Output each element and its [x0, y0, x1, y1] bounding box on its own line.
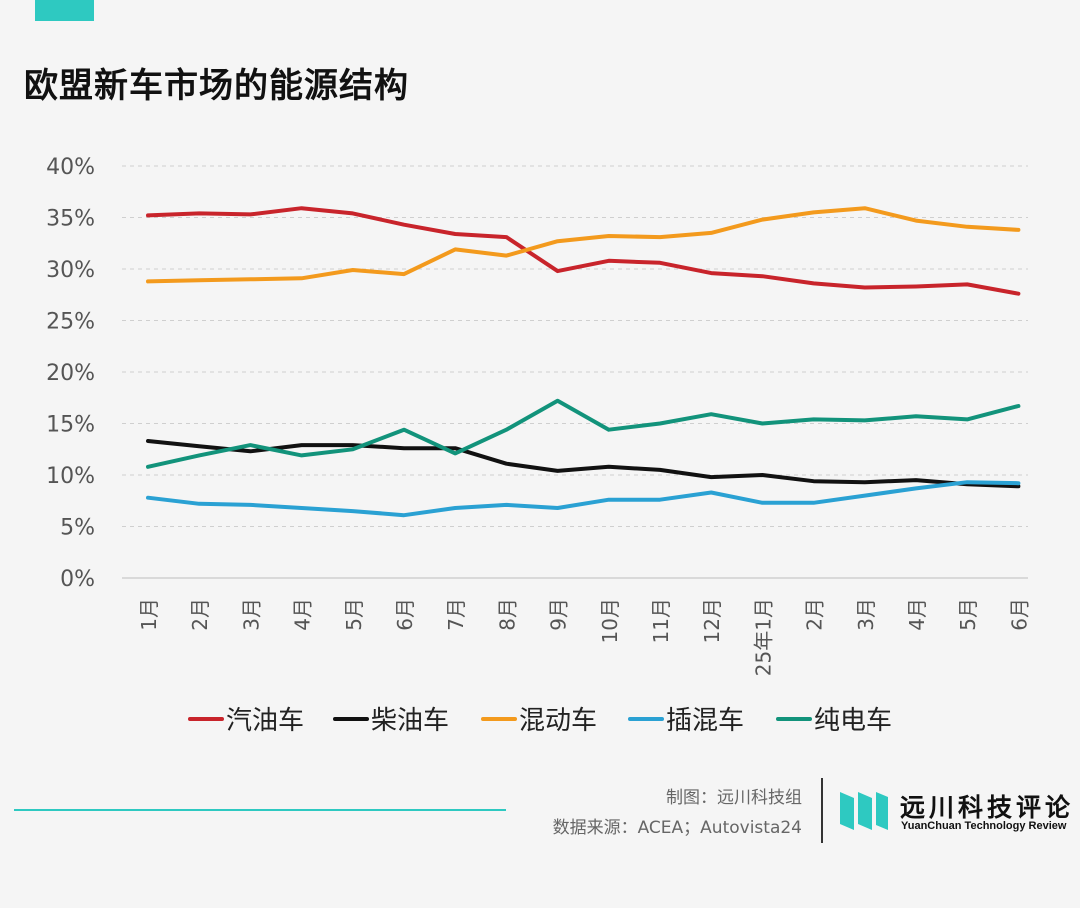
legend-label: 混动车 [519, 706, 597, 736]
series-line [146, 206, 1021, 284]
x-tick-label: 4月 [905, 598, 929, 631]
x-tick-label: 5月 [342, 598, 366, 631]
brand-logo-icon [840, 792, 888, 830]
legend-label: 插混车 [666, 706, 744, 736]
series-line [146, 480, 1021, 518]
x-tick-label: 25年1月 [751, 598, 775, 676]
x-tick-label: 3月 [854, 598, 878, 631]
x-tick-label: 4月 [291, 598, 315, 631]
y-tick-label: 0% [60, 567, 95, 592]
credit-source: 数据来源：ACEA；Autovista24 [552, 818, 802, 838]
x-tick-label: 2月 [188, 598, 212, 631]
x-tick-label: 1月 [137, 598, 161, 631]
legend-label: 汽油车 [226, 706, 304, 736]
x-tick-label: 11月 [649, 598, 673, 643]
y-tick-label: 15% [46, 413, 95, 438]
footer-divider [14, 809, 506, 811]
y-tick-label: 10% [46, 464, 95, 489]
legend-label: 纯电车 [814, 706, 892, 736]
y-tick-label: 40% [46, 155, 95, 180]
accent-bar [35, 0, 94, 21]
x-tick-label: 8月 [495, 598, 519, 631]
series-line [146, 439, 1021, 489]
y-tick-label: 20% [46, 361, 95, 386]
x-tick-label: 5月 [956, 598, 980, 631]
series-line [146, 398, 1021, 469]
series-line [146, 206, 1021, 296]
x-tick-label: 6月 [1007, 598, 1031, 631]
x-tick-label: 12月 [700, 598, 724, 643]
x-tick-label: 6月 [393, 598, 417, 631]
credit-maker: 制图：远川科技组 [666, 788, 802, 808]
y-tick-label: 30% [46, 258, 95, 283]
y-tick-label: 25% [46, 310, 95, 335]
brand-name-cn: 远川科技评论 [900, 793, 1075, 822]
x-tick-label: 2月 [803, 598, 827, 631]
footer-vertical-divider [821, 778, 823, 843]
legend-label: 柴油车 [371, 706, 449, 736]
x-tick-label: 7月 [444, 598, 468, 631]
x-tick-label: 3月 [239, 598, 263, 631]
y-tick-label: 35% [46, 207, 95, 232]
x-tick-label: 10月 [598, 598, 622, 643]
brand-name-en: YuanChuan Technology Review [901, 820, 1067, 832]
x-tick-label: 9月 [547, 598, 571, 631]
y-tick-label: 5% [60, 516, 95, 541]
chart-title: 欧盟新车市场的能源结构 [24, 66, 409, 106]
